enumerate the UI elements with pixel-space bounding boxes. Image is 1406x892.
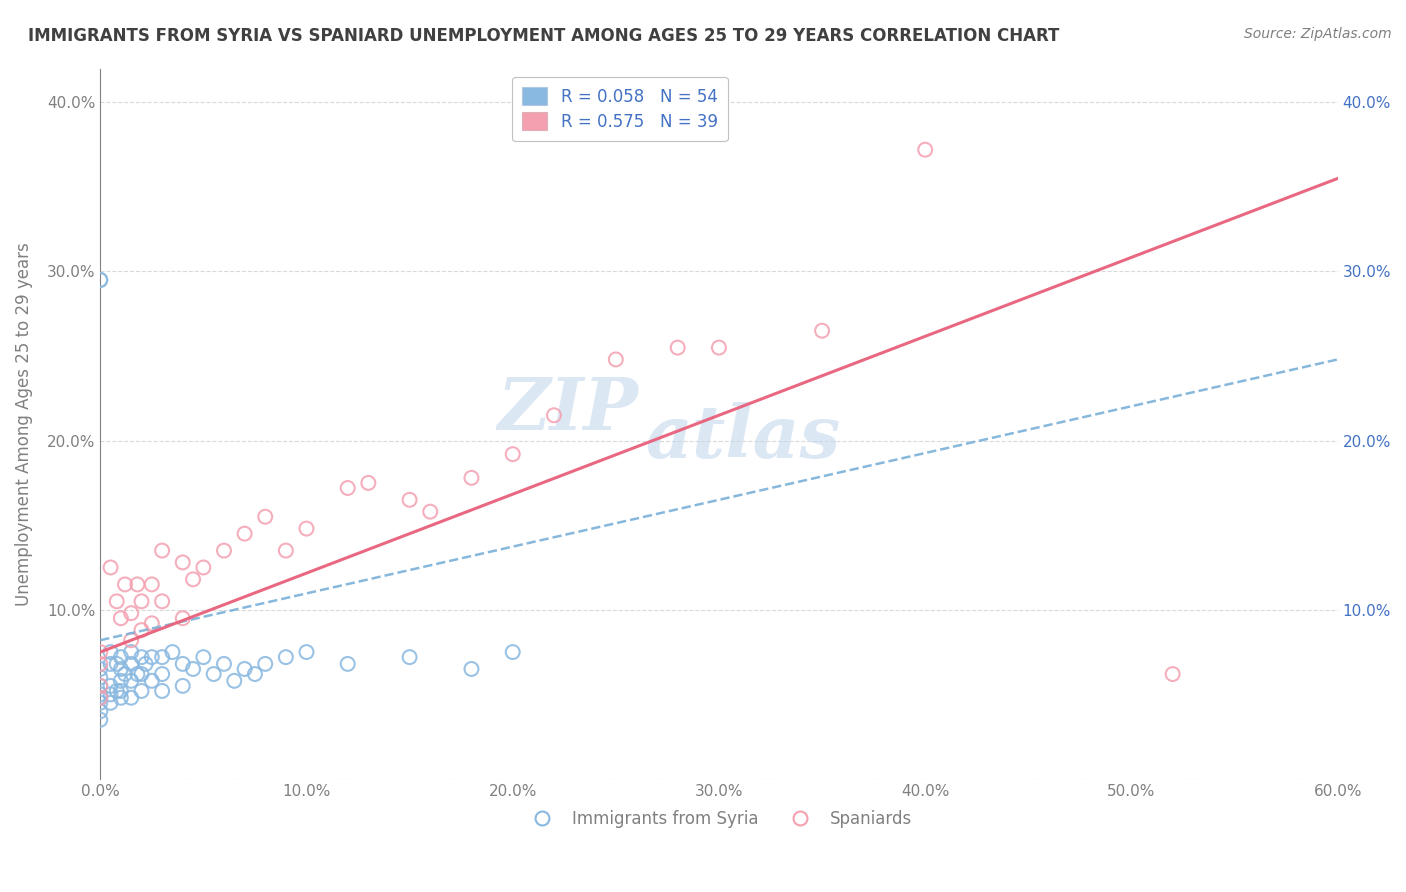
Point <box>100 696 122 710</box>
Point <box>141 673 163 688</box>
Point <box>141 616 163 631</box>
Point <box>172 679 194 693</box>
Point <box>914 143 936 157</box>
Point <box>193 560 215 574</box>
Point <box>127 577 149 591</box>
Point <box>120 645 142 659</box>
Point <box>181 572 204 586</box>
Point <box>460 662 482 676</box>
Point <box>114 667 136 681</box>
Point <box>398 492 420 507</box>
Point <box>193 650 215 665</box>
Point <box>212 657 235 671</box>
Text: atlas: atlas <box>645 402 839 474</box>
Point <box>233 662 256 676</box>
Point <box>141 577 163 591</box>
Point <box>131 594 153 608</box>
Point <box>100 560 122 574</box>
Point <box>89 273 111 287</box>
Point <box>120 633 142 648</box>
Point <box>707 341 730 355</box>
Point <box>89 713 111 727</box>
Point <box>131 684 153 698</box>
Point <box>110 673 132 688</box>
Point <box>105 657 128 671</box>
Point <box>89 704 111 718</box>
Point <box>89 687 111 701</box>
Point <box>110 690 132 705</box>
Point <box>150 650 173 665</box>
Point <box>110 650 132 665</box>
Text: ZIP: ZIP <box>498 374 638 445</box>
Point <box>89 273 111 287</box>
Point <box>543 409 565 423</box>
Point <box>605 352 627 367</box>
Point <box>100 645 122 659</box>
Point <box>110 684 132 698</box>
Point <box>120 606 142 620</box>
Point <box>162 645 184 659</box>
Point <box>127 667 149 681</box>
Point <box>100 687 122 701</box>
Point <box>181 662 204 676</box>
Point <box>1161 667 1184 681</box>
Point <box>398 650 420 665</box>
Point <box>120 690 142 705</box>
Point <box>224 673 246 688</box>
Point <box>274 650 297 665</box>
Point <box>254 657 277 671</box>
Point <box>89 696 111 710</box>
Point <box>502 645 524 659</box>
Point <box>172 556 194 570</box>
Point <box>141 650 163 665</box>
Text: Source: ZipAtlas.com: Source: ZipAtlas.com <box>1244 27 1392 41</box>
Point <box>150 594 173 608</box>
Point <box>131 623 153 637</box>
Point <box>89 679 111 693</box>
Point <box>254 509 277 524</box>
Text: IMMIGRANTS FROM SYRIA VS SPANIARD UNEMPLOYMENT AMONG AGES 25 TO 29 YEARS CORRELA: IMMIGRANTS FROM SYRIA VS SPANIARD UNEMPL… <box>28 27 1060 45</box>
Point <box>150 684 173 698</box>
Point <box>89 679 111 693</box>
Point <box>233 526 256 541</box>
Point <box>336 481 359 495</box>
Point <box>110 611 132 625</box>
Point <box>243 667 266 681</box>
Point <box>212 543 235 558</box>
Point <box>89 645 111 659</box>
Point <box>419 505 441 519</box>
Point <box>89 690 111 705</box>
Point <box>460 471 482 485</box>
Y-axis label: Unemployment Among Ages 25 to 29 years: Unemployment Among Ages 25 to 29 years <box>15 242 32 606</box>
Point <box>105 594 128 608</box>
Point <box>89 662 111 676</box>
Point <box>357 475 380 490</box>
Point <box>89 657 111 671</box>
Legend: Immigrants from Syria, Spaniards: Immigrants from Syria, Spaniards <box>519 803 920 835</box>
Point <box>502 447 524 461</box>
Point <box>172 657 194 671</box>
Point <box>150 543 173 558</box>
Point <box>110 662 132 676</box>
Point <box>666 341 689 355</box>
Point <box>131 650 153 665</box>
Point <box>120 657 142 671</box>
Point <box>135 657 157 671</box>
Point <box>150 667 173 681</box>
Point <box>89 690 111 705</box>
Point <box>105 684 128 698</box>
Point <box>120 673 142 688</box>
Point <box>295 645 318 659</box>
Point <box>811 324 834 338</box>
Point <box>89 670 111 684</box>
Point <box>202 667 225 681</box>
Point <box>131 667 153 681</box>
Point <box>274 543 297 558</box>
Point <box>100 679 122 693</box>
Point <box>295 522 318 536</box>
Point <box>114 577 136 591</box>
Point <box>172 611 194 625</box>
Point <box>336 657 359 671</box>
Point <box>100 657 122 671</box>
